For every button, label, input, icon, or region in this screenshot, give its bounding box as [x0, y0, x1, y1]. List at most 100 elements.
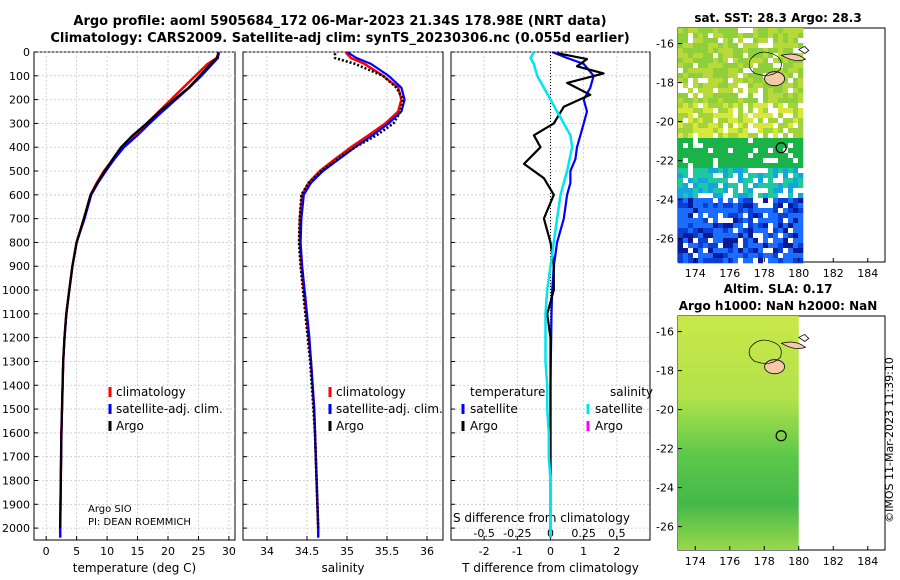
imos-credit: ©IMOS 11-Mar-2023 11:39:10 — [883, 357, 896, 523]
sst-cell — [698, 88, 704, 94]
sst-cell — [788, 108, 794, 114]
sst-cell — [788, 153, 794, 159]
sst-cell — [758, 243, 764, 249]
legend-label: climatology — [116, 385, 186, 399]
sst-cell — [703, 238, 709, 244]
sst-cell — [778, 253, 784, 259]
sst-cell — [788, 73, 794, 79]
sst-cell — [793, 38, 799, 44]
sst-cell — [708, 193, 714, 199]
sst-cell — [768, 163, 774, 169]
sst-cell — [763, 108, 769, 114]
sst-cell — [718, 258, 724, 264]
sst-cell — [693, 213, 699, 219]
sst-cell — [723, 138, 729, 144]
sst-cell — [713, 178, 719, 184]
y-tick-label: 300 — [9, 117, 30, 130]
sst-cell — [763, 103, 769, 109]
sst-cell — [773, 208, 779, 214]
sst-cell — [778, 238, 784, 244]
sst-cell — [768, 228, 774, 234]
sst-cell — [718, 28, 724, 34]
x2-tick-label: -0.25 — [503, 527, 531, 540]
sst-cell — [758, 168, 764, 174]
sst-cell — [723, 28, 729, 34]
sst-cell — [738, 148, 744, 154]
sst-cell — [783, 203, 789, 209]
sst-cell — [743, 148, 749, 154]
sst-cell — [753, 143, 759, 149]
sst-cell — [738, 238, 744, 244]
legend-header: temperature — [470, 385, 545, 399]
sst-cell — [738, 38, 744, 44]
sst-cell — [748, 123, 754, 129]
y-tick-label: 1900 — [2, 498, 30, 511]
sst-cell — [703, 163, 709, 169]
sst-cell — [728, 228, 734, 234]
sst-cell — [728, 193, 734, 199]
sst-cell — [793, 148, 799, 154]
sst-cell — [713, 143, 719, 149]
sst-cell — [773, 138, 779, 144]
sst-cell — [748, 143, 754, 149]
sst-cell — [763, 53, 769, 59]
sst-cell — [768, 223, 774, 229]
sst-cell — [728, 68, 734, 74]
sst-cell — [748, 113, 754, 119]
sst-cell — [683, 188, 689, 194]
sst-cell — [678, 188, 684, 194]
figure-subtitle: Climatology: CARS2009. Satellite-adj cli… — [50, 31, 630, 46]
sst-cell — [783, 238, 789, 244]
sst-cell — [688, 58, 694, 64]
sst-cell — [708, 173, 714, 179]
sst-cell — [768, 33, 774, 39]
sst-cell — [738, 113, 744, 119]
sla-map-title: Altim. SLA: 0.17 — [724, 282, 833, 296]
sst-cell — [693, 53, 699, 59]
sst-cell — [723, 208, 729, 214]
sst-cell — [733, 118, 739, 124]
sst-cell — [718, 53, 724, 59]
sst-cell — [733, 108, 739, 114]
sst-cell — [763, 143, 769, 149]
sst-cell — [793, 248, 799, 254]
sst-cell — [738, 143, 744, 149]
sst-cell — [733, 88, 739, 94]
sst-cell — [733, 208, 739, 214]
sst-cell — [778, 38, 784, 44]
sst-cell — [723, 143, 729, 149]
sst-cell — [773, 143, 779, 149]
sst-cell — [728, 73, 734, 79]
sst-cell — [698, 193, 704, 199]
sst-cell — [753, 138, 759, 144]
sst-cell — [788, 213, 794, 219]
sst-cell — [758, 183, 764, 189]
map-y-tick-label: -22 — [656, 443, 674, 456]
sst-cell — [798, 63, 804, 69]
sst-cell — [688, 108, 694, 114]
sst-cell — [718, 183, 724, 189]
sst-cell — [688, 118, 694, 124]
sst-cell — [743, 58, 749, 64]
sst-cell — [788, 238, 794, 244]
sst-cell — [768, 213, 774, 219]
sst-cell — [698, 213, 704, 219]
sst-cell — [688, 128, 694, 134]
sst-cell — [778, 88, 784, 94]
sst-cell — [693, 93, 699, 99]
sst-cell — [768, 133, 774, 139]
sst-cell — [723, 63, 729, 69]
sst-cell — [798, 38, 804, 44]
sst-cell — [798, 128, 804, 134]
sst-cell — [703, 123, 709, 129]
sst-cell — [743, 98, 749, 104]
sst-cell — [753, 223, 759, 229]
map-y-tick-label: -20 — [656, 404, 674, 417]
sst-cell — [773, 168, 779, 174]
y-tick-label: 1200 — [2, 332, 30, 345]
sst-cell — [768, 108, 774, 114]
y-tick-label: 1500 — [2, 403, 30, 416]
sst-cell — [693, 158, 699, 164]
sst-cell — [733, 188, 739, 194]
map-x-tick-label: 184 — [857, 555, 878, 568]
